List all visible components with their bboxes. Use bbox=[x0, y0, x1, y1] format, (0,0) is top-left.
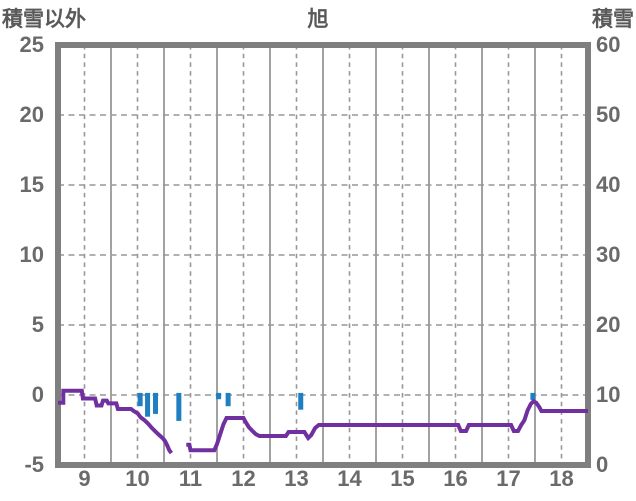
right-axis-tick-label: 30 bbox=[596, 242, 621, 267]
left-axis-tick-label: 5 bbox=[31, 312, 44, 337]
snow-depth-bar bbox=[137, 392, 143, 407]
snow-depth-bar bbox=[153, 392, 159, 414]
right-axis-tick-label: 10 bbox=[596, 382, 621, 407]
x-axis-tick-label: 9 bbox=[78, 466, 91, 491]
right-axis-tick-label: 40 bbox=[596, 172, 621, 197]
right-axis-tick-label: 60 bbox=[596, 32, 621, 57]
right-axis-title: 積雪 bbox=[592, 8, 634, 31]
left-axis-tick-label: -5 bbox=[24, 452, 44, 477]
x-axis-tick-label: 17 bbox=[496, 466, 521, 491]
snow-depth-bar bbox=[225, 392, 231, 407]
snow-depth-bar bbox=[176, 392, 182, 421]
snow-depth-bar bbox=[216, 392, 222, 400]
left-axis-tick-label: 20 bbox=[19, 102, 44, 127]
x-axis-tick-label: 18 bbox=[549, 466, 574, 491]
left-axis-title: 積雪以外 bbox=[2, 8, 86, 31]
snow-depth-bar bbox=[298, 392, 304, 410]
temperature-line bbox=[186, 398, 588, 453]
x-axis-tick-label: 14 bbox=[337, 466, 362, 491]
snow-depth-bar bbox=[530, 392, 536, 400]
chart-title: 旭 bbox=[307, 8, 329, 31]
plot-border bbox=[55, 42, 591, 468]
right-axis-tick-label: 50 bbox=[596, 102, 621, 127]
right-axis-tick-label: 0 bbox=[596, 452, 609, 477]
right-axis-tick-label: 20 bbox=[596, 312, 621, 337]
left-axis-tick-label: 0 bbox=[31, 382, 44, 407]
x-axis-tick-label: 16 bbox=[443, 466, 468, 491]
x-axis-tick-label: 11 bbox=[178, 466, 203, 491]
x-axis-tick-label: 12 bbox=[231, 466, 256, 491]
x-axis-tick-label: 15 bbox=[390, 466, 415, 491]
x-axis-tick-label: 10 bbox=[125, 466, 150, 491]
x-axis-tick-label: 13 bbox=[284, 466, 309, 491]
snow-depth-bar bbox=[145, 392, 151, 417]
temperature-line bbox=[58, 388, 173, 455]
left-axis-tick-label: 10 bbox=[19, 242, 44, 267]
left-axis-tick-label: 15 bbox=[19, 172, 44, 197]
left-axis-tick-label: 25 bbox=[19, 32, 44, 57]
